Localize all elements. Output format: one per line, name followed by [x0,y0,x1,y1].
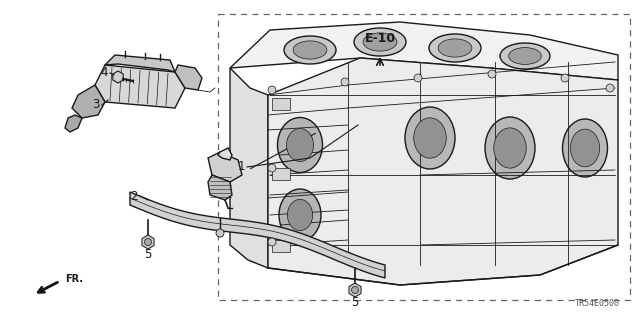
Polygon shape [230,68,268,268]
Ellipse shape [354,28,406,56]
Circle shape [268,164,276,172]
Polygon shape [130,192,385,278]
Text: 1: 1 [237,160,245,174]
Ellipse shape [293,41,327,59]
Circle shape [268,86,276,94]
Ellipse shape [405,107,455,169]
FancyBboxPatch shape [272,98,290,110]
Polygon shape [113,71,123,83]
Ellipse shape [279,189,321,241]
Circle shape [341,78,349,86]
Ellipse shape [429,34,481,62]
Ellipse shape [509,48,541,64]
Ellipse shape [363,33,397,51]
Polygon shape [208,152,242,182]
FancyBboxPatch shape [272,168,290,180]
Polygon shape [175,65,202,90]
Polygon shape [72,85,105,118]
Text: 3: 3 [93,99,100,112]
Circle shape [268,238,276,246]
Text: 5: 5 [351,296,358,309]
Ellipse shape [413,118,446,158]
Polygon shape [349,283,361,297]
Ellipse shape [438,39,472,57]
Text: E-10: E-10 [364,32,396,44]
Polygon shape [230,22,618,80]
Ellipse shape [500,43,550,69]
Ellipse shape [570,129,600,167]
Text: 5: 5 [144,248,152,261]
Polygon shape [105,55,175,72]
Circle shape [414,74,422,82]
Circle shape [488,70,496,78]
Circle shape [561,74,569,82]
Text: 4: 4 [100,66,108,79]
Polygon shape [95,65,185,108]
Ellipse shape [278,117,323,173]
Polygon shape [268,58,618,285]
Ellipse shape [485,117,535,179]
Polygon shape [208,175,232,200]
Ellipse shape [563,119,607,177]
Text: 2: 2 [131,189,138,203]
Circle shape [606,84,614,92]
Ellipse shape [284,36,336,64]
Text: FR.: FR. [65,274,83,284]
Polygon shape [65,115,82,132]
Polygon shape [142,235,154,249]
Ellipse shape [287,199,312,231]
Circle shape [216,229,224,237]
Circle shape [145,239,152,246]
Text: TR54E0500: TR54E0500 [575,299,620,308]
Ellipse shape [493,128,526,168]
Ellipse shape [287,129,314,161]
Polygon shape [218,148,232,160]
Circle shape [351,286,358,293]
FancyBboxPatch shape [272,240,290,252]
